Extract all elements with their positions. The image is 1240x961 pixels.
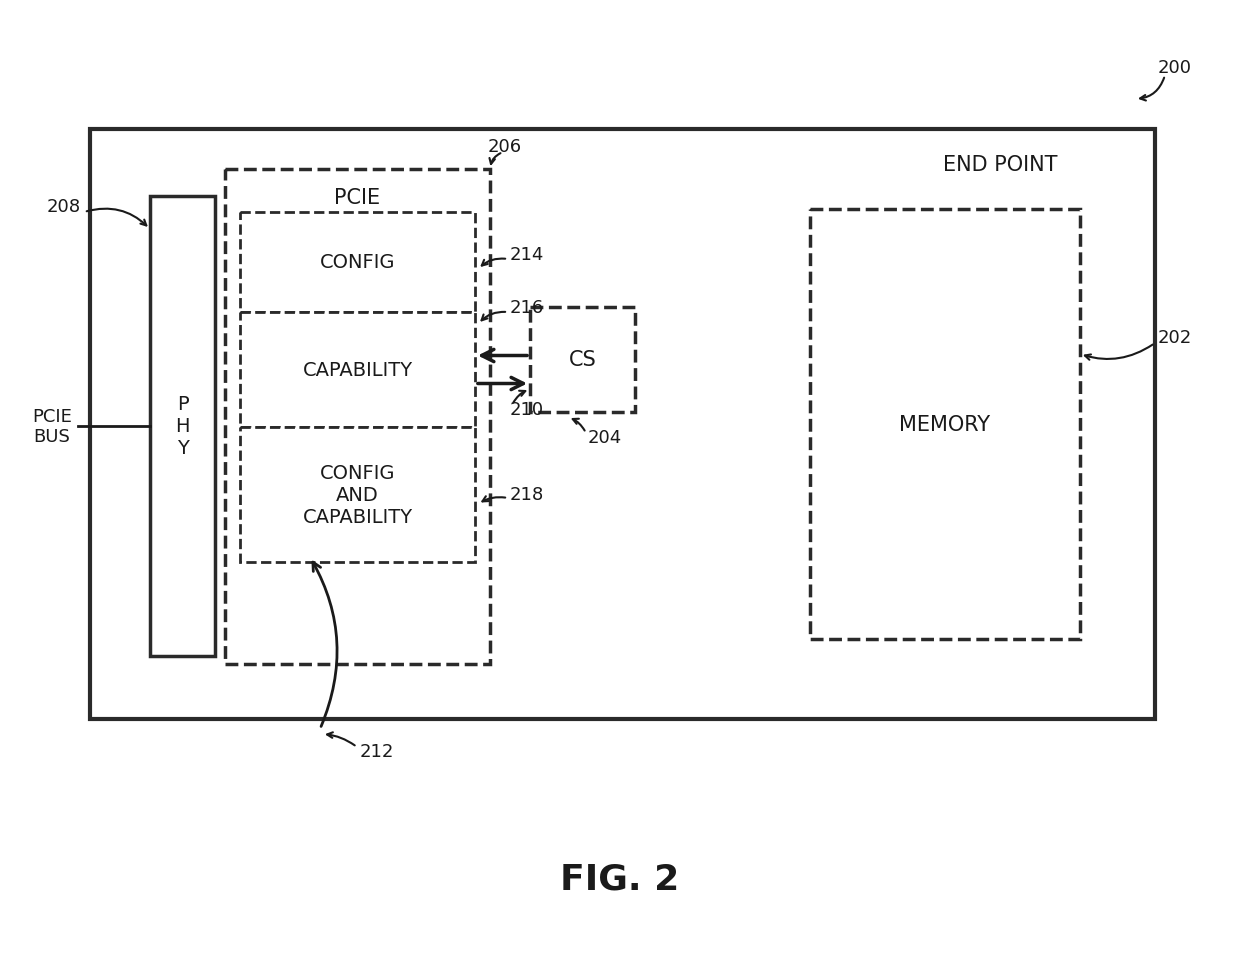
Bar <box>224 170 490 664</box>
Text: P
H
Y: P H Y <box>175 395 190 458</box>
Text: 216: 216 <box>510 299 544 317</box>
Text: END POINT: END POINT <box>942 155 1058 175</box>
Bar <box>241 428 475 562</box>
Text: 206: 206 <box>487 137 522 156</box>
Bar <box>241 312 475 428</box>
Text: 202: 202 <box>1158 329 1192 347</box>
Text: CS: CS <box>569 350 596 370</box>
Text: 212: 212 <box>360 742 394 760</box>
Text: PCIE
BUS: PCIE BUS <box>32 407 72 446</box>
Text: CONFIG: CONFIG <box>320 254 396 272</box>
Bar <box>150 197 215 656</box>
Text: PCIE: PCIE <box>335 187 381 208</box>
Bar <box>241 212 475 312</box>
Text: 218: 218 <box>510 485 544 504</box>
Text: 210: 210 <box>510 401 544 419</box>
Text: FIG. 2: FIG. 2 <box>560 862 680 896</box>
Text: 204: 204 <box>588 429 622 447</box>
Text: 214: 214 <box>510 246 544 263</box>
Text: MEMORY: MEMORY <box>899 414 991 434</box>
Bar <box>91 130 1154 719</box>
Bar <box>810 209 1080 639</box>
Text: 208: 208 <box>47 198 81 216</box>
Text: 200: 200 <box>1158 59 1192 77</box>
Text: CAPABILITY: CAPABILITY <box>303 360 413 380</box>
Text: CONFIG
AND
CAPABILITY: CONFIG AND CAPABILITY <box>303 463 413 527</box>
Bar <box>529 308 635 412</box>
